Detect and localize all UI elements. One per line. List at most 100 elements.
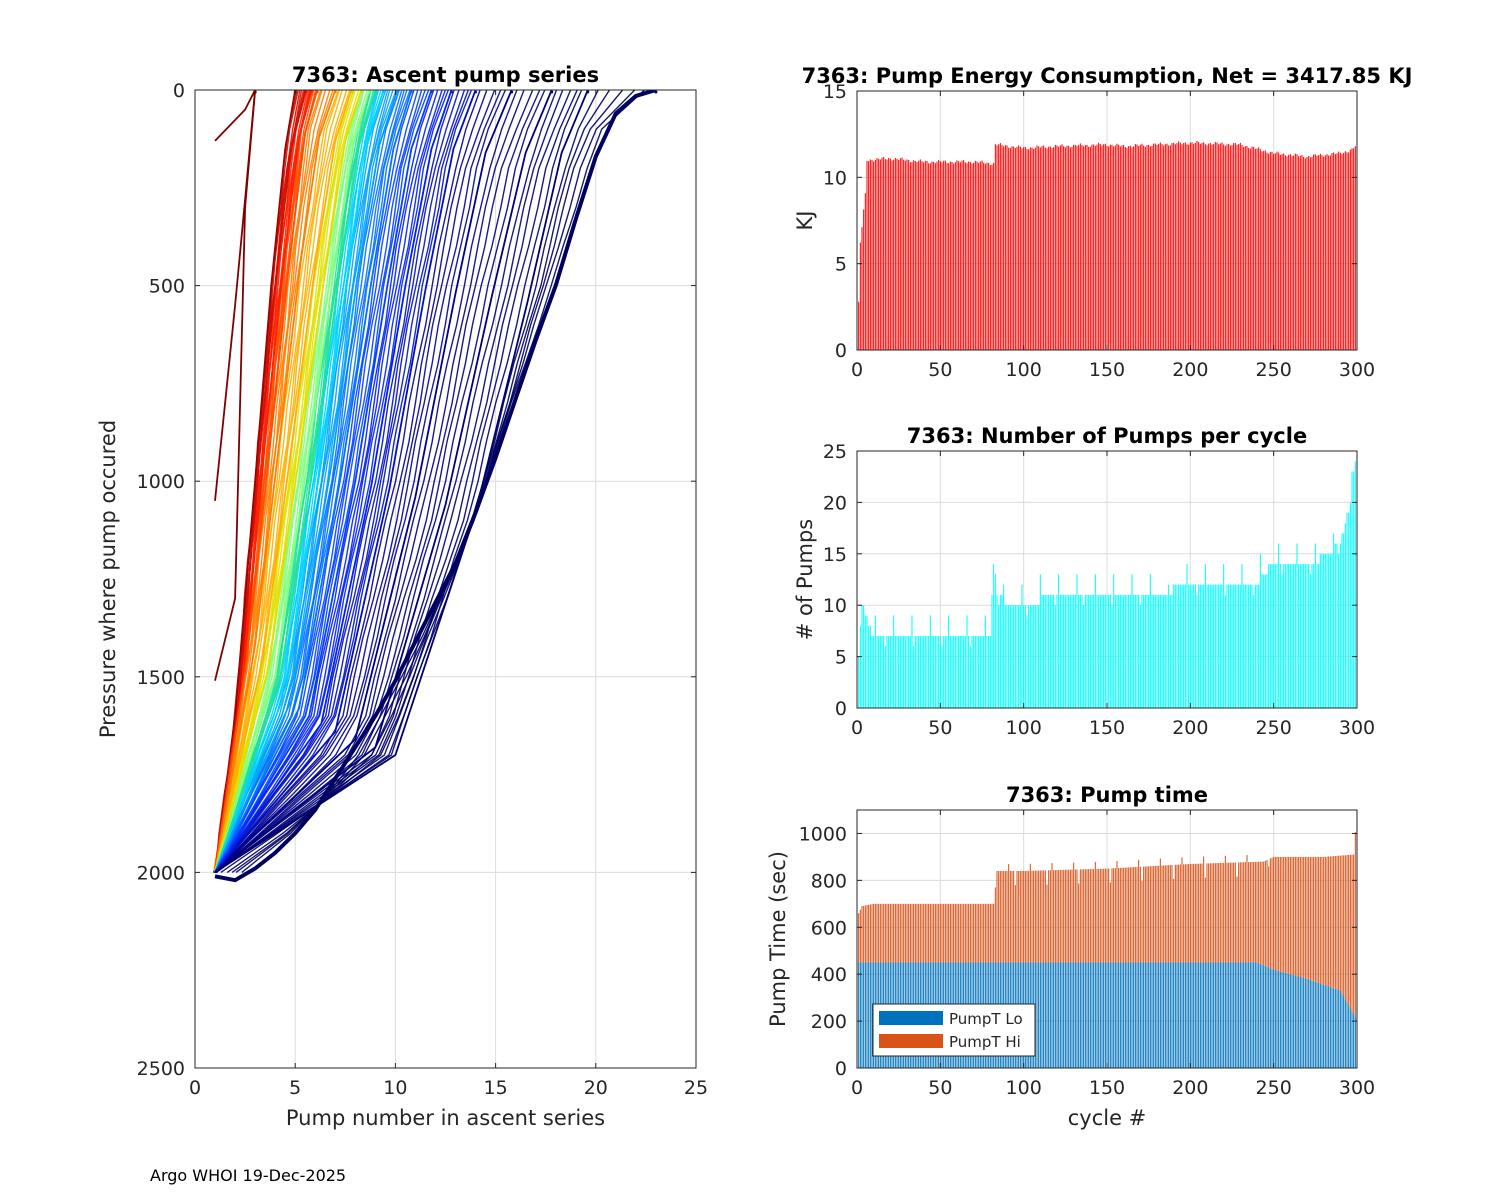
bar bbox=[1273, 153, 1275, 350]
bar bbox=[991, 164, 993, 350]
bar bbox=[906, 636, 908, 708]
bar bbox=[993, 162, 995, 350]
bar-pumpt-hi bbox=[1311, 856, 1313, 981]
bar-pumpt-hi bbox=[999, 870, 1001, 963]
bar bbox=[1078, 144, 1080, 350]
bar-pumpt-lo bbox=[1284, 972, 1286, 1068]
bar bbox=[956, 636, 958, 708]
bar bbox=[894, 636, 896, 708]
bar bbox=[1188, 144, 1190, 350]
bar-pumpt-hi bbox=[1243, 862, 1245, 963]
bar-pumpt-hi bbox=[931, 903, 933, 963]
bar bbox=[1238, 144, 1240, 350]
bar bbox=[924, 636, 926, 708]
bar-pumpt-hi bbox=[1128, 867, 1130, 963]
bar bbox=[1284, 155, 1286, 350]
bar bbox=[898, 636, 900, 708]
bar-pumpt-hi bbox=[1338, 855, 1340, 991]
bar bbox=[1179, 584, 1181, 708]
bar bbox=[1006, 145, 1008, 350]
bar-pumpt-hi bbox=[883, 903, 885, 963]
bar-pumpt-lo bbox=[1261, 964, 1263, 1068]
series-line bbox=[214, 90, 363, 873]
bar-pumpt-hi bbox=[944, 903, 946, 963]
y-axis-label: # of Pumps bbox=[793, 519, 817, 641]
bar bbox=[1106, 594, 1108, 708]
bar bbox=[1353, 471, 1355, 708]
bar-pumpt-hi bbox=[953, 903, 955, 963]
bar bbox=[944, 160, 946, 350]
bar-pumpt-hi bbox=[1298, 856, 1300, 977]
bar bbox=[1269, 564, 1271, 708]
x-tick-label: 100 bbox=[1006, 1077, 1042, 1099]
bar bbox=[878, 158, 880, 350]
bar bbox=[913, 646, 915, 708]
bar-pumpt-lo bbox=[1271, 968, 1273, 1068]
bar bbox=[889, 636, 891, 708]
bar-pumpt-hi bbox=[1056, 870, 1058, 963]
bar bbox=[1341, 154, 1343, 350]
bar bbox=[1333, 152, 1335, 350]
bar bbox=[861, 227, 863, 350]
bar bbox=[1199, 584, 1201, 708]
bar-pumpt-hi bbox=[1343, 855, 1345, 997]
series-line bbox=[215, 90, 564, 873]
bar bbox=[1024, 146, 1026, 350]
bar bbox=[974, 160, 976, 350]
bar bbox=[953, 636, 955, 708]
bar bbox=[1233, 142, 1235, 350]
bar-pumpt-hi bbox=[1163, 865, 1165, 963]
bar bbox=[1176, 143, 1178, 350]
legend-label-lo: PumpT Lo bbox=[949, 1010, 1023, 1028]
bar bbox=[1164, 144, 1166, 350]
bar-pumpt-lo bbox=[1264, 965, 1266, 1068]
bar bbox=[923, 636, 925, 708]
y-tick-label: 600 bbox=[811, 917, 847, 939]
bar bbox=[989, 636, 991, 708]
bar-pumpt-hi bbox=[1231, 862, 1233, 963]
bar-pumpt-hi bbox=[1009, 870, 1011, 963]
bar-pumpt-hi bbox=[1123, 867, 1125, 963]
bar bbox=[1141, 143, 1143, 350]
bar-pumpt-hi bbox=[1028, 870, 1030, 963]
bar bbox=[946, 162, 948, 350]
bar bbox=[859, 242, 861, 350]
bar bbox=[1346, 152, 1348, 350]
bar bbox=[1268, 153, 1270, 350]
bar-pumpt-lo bbox=[1306, 978, 1308, 1068]
bar-pumpt-hi bbox=[979, 903, 981, 963]
bar bbox=[919, 159, 921, 350]
bar-pumpt-hi bbox=[1149, 866, 1151, 963]
bar-pumpt-hi bbox=[1253, 861, 1255, 963]
bar-pumpt-hi bbox=[866, 905, 868, 963]
bar-pumpt-lo bbox=[1221, 962, 1223, 1068]
bar-pumpt-hi bbox=[1258, 861, 1260, 964]
bar-pumpt-lo bbox=[1304, 978, 1306, 1068]
bar bbox=[891, 636, 893, 708]
bar bbox=[914, 160, 916, 350]
series-surface-point bbox=[409, 90, 413, 94]
bar bbox=[859, 625, 861, 708]
bar bbox=[981, 160, 983, 350]
series-line bbox=[214, 90, 348, 873]
bar-pumpt-lo bbox=[1173, 962, 1175, 1068]
bar-pumpt-hi bbox=[1321, 856, 1323, 985]
bar bbox=[1048, 146, 1050, 350]
bar bbox=[1021, 148, 1023, 350]
bar-pumpt-hi bbox=[1159, 858, 1161, 963]
bar-pumpt-lo bbox=[1111, 962, 1113, 1068]
bar-pumpt-hi bbox=[1054, 870, 1056, 963]
bar-pumpt-hi bbox=[1129, 867, 1131, 963]
bar-pumpt-lo bbox=[1093, 962, 1095, 1068]
bar-pumpt-hi bbox=[901, 903, 903, 963]
bar bbox=[1068, 594, 1070, 708]
bar bbox=[1003, 584, 1005, 708]
bar bbox=[1099, 144, 1101, 350]
bar-pumpt-hi bbox=[981, 903, 983, 963]
bar-pumpt-hi bbox=[908, 903, 910, 963]
series-line bbox=[214, 90, 256, 142]
bar bbox=[1111, 605, 1113, 708]
bar-pumpt-lo bbox=[1298, 976, 1300, 1068]
bar bbox=[1343, 533, 1345, 708]
bar-pumpt-hi bbox=[1156, 865, 1158, 963]
